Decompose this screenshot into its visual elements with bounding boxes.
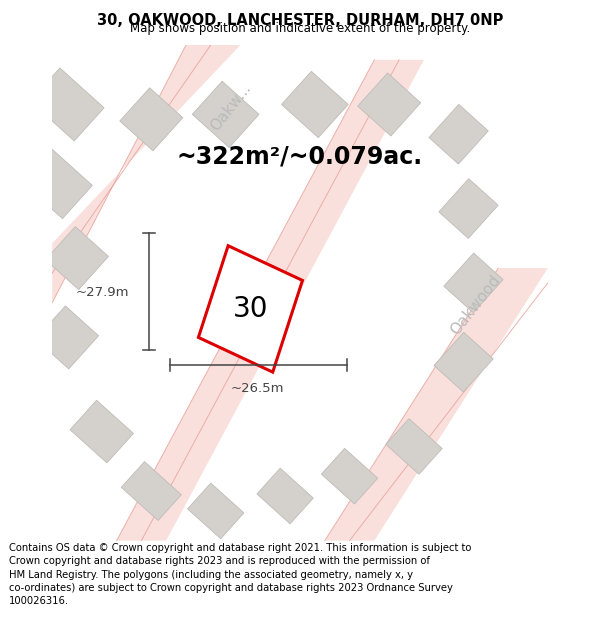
- Polygon shape: [358, 73, 421, 136]
- Polygon shape: [322, 448, 378, 504]
- Polygon shape: [444, 253, 503, 312]
- Polygon shape: [325, 268, 548, 541]
- Polygon shape: [30, 68, 104, 141]
- Polygon shape: [120, 88, 183, 151]
- Text: 30, OAKWOOD, LANCHESTER, DURHAM, DH7 0NP: 30, OAKWOOD, LANCHESTER, DURHAM, DH7 0NP: [97, 12, 503, 28]
- Polygon shape: [188, 483, 244, 539]
- Polygon shape: [35, 306, 98, 369]
- Text: ~27.9m: ~27.9m: [76, 286, 129, 299]
- Polygon shape: [257, 468, 313, 524]
- Text: Oakwood: Oakwood: [448, 272, 504, 338]
- Text: Oakw...: Oakw...: [208, 80, 254, 134]
- Polygon shape: [281, 71, 348, 138]
- Text: 30: 30: [233, 295, 268, 323]
- Polygon shape: [70, 400, 133, 463]
- Text: Map shows position and indicative extent of the property.: Map shows position and indicative extent…: [130, 22, 470, 35]
- Polygon shape: [199, 246, 302, 372]
- Polygon shape: [439, 179, 498, 238]
- Text: Contains OS data © Crown copyright and database right 2021. This information is : Contains OS data © Crown copyright and d…: [9, 543, 472, 606]
- Polygon shape: [434, 332, 493, 392]
- Polygon shape: [386, 419, 442, 474]
- Polygon shape: [46, 227, 109, 289]
- Text: ~322m²/~0.079ac.: ~322m²/~0.079ac.: [177, 144, 423, 169]
- Text: ~26.5m: ~26.5m: [231, 382, 284, 395]
- Polygon shape: [193, 81, 259, 148]
- Polygon shape: [116, 60, 424, 541]
- Polygon shape: [22, 149, 92, 219]
- Polygon shape: [52, 45, 241, 302]
- Polygon shape: [121, 462, 181, 521]
- Polygon shape: [429, 104, 488, 164]
